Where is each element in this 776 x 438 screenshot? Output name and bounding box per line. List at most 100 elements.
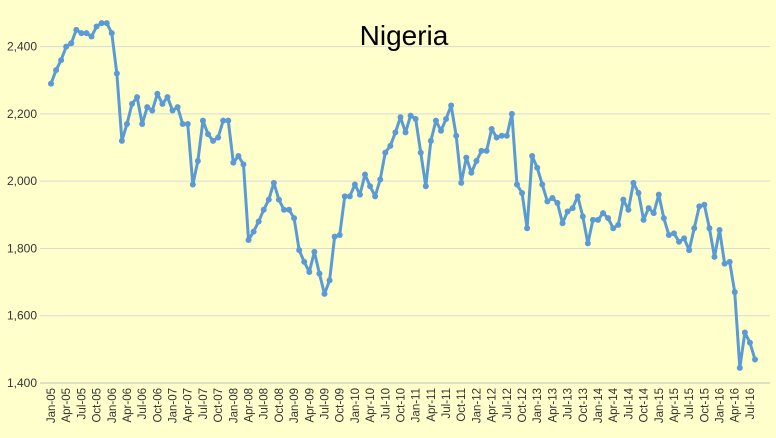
x-tick-label: Jan-14 bbox=[593, 387, 605, 423]
chart-title: Nigeria bbox=[360, 20, 449, 51]
data-point bbox=[534, 164, 541, 171]
y-tick-label: 2,400 bbox=[7, 40, 37, 54]
data-point bbox=[544, 198, 551, 205]
data-point bbox=[600, 210, 607, 217]
x-tick-label: Oct-10 bbox=[395, 388, 407, 423]
data-point bbox=[139, 121, 146, 127]
data-point bbox=[443, 115, 450, 122]
y-tick-label: 1,400 bbox=[7, 376, 37, 390]
data-point bbox=[215, 134, 222, 141]
x-tick-label: Oct-05 bbox=[92, 388, 104, 423]
data-point bbox=[701, 201, 708, 208]
data-point bbox=[427, 137, 434, 144]
data-point bbox=[686, 247, 693, 254]
x-tick-label: Apr-16 bbox=[730, 388, 742, 423]
data-point bbox=[179, 121, 186, 127]
data-point bbox=[589, 216, 596, 223]
x-tick-label: Apr-06 bbox=[122, 388, 134, 423]
data-point bbox=[250, 228, 257, 235]
data-point bbox=[68, 40, 75, 47]
data-point bbox=[129, 100, 136, 107]
data-point bbox=[245, 237, 252, 244]
data-point bbox=[397, 114, 404, 121]
data-point bbox=[159, 100, 166, 107]
y-tick-label: 2,200 bbox=[7, 107, 37, 121]
x-tick-label: Apr-09 bbox=[304, 388, 316, 423]
data-point bbox=[199, 117, 206, 124]
data-point bbox=[574, 193, 581, 200]
data-point bbox=[681, 235, 688, 242]
x-tick-label: Jan-09 bbox=[289, 388, 301, 423]
data-point bbox=[432, 117, 439, 124]
data-point bbox=[134, 94, 141, 101]
data-point bbox=[655, 191, 662, 198]
data-point bbox=[164, 94, 171, 101]
data-point bbox=[280, 206, 287, 213]
data-point bbox=[473, 158, 480, 164]
data-point bbox=[225, 117, 232, 124]
data-point bbox=[301, 258, 308, 265]
data-point bbox=[554, 200, 561, 207]
data-point bbox=[594, 216, 601, 223]
data-point bbox=[711, 253, 718, 260]
data-point bbox=[83, 30, 90, 37]
y-axis-ticks: 1,400 1,600 1,800 2,000 2,200 2,400 bbox=[7, 40, 37, 390]
data-point bbox=[78, 30, 85, 37]
x-tick-label: Apr-15 bbox=[669, 388, 681, 423]
x-tick-label: Jul-15 bbox=[684, 388, 696, 419]
data-point bbox=[296, 247, 303, 254]
data-point bbox=[488, 126, 495, 133]
data-point bbox=[255, 218, 262, 225]
data-point bbox=[275, 196, 282, 203]
x-tick-label: Jul-16 bbox=[745, 388, 757, 419]
data-point bbox=[448, 102, 455, 109]
data-point bbox=[316, 270, 323, 277]
data-point bbox=[382, 149, 389, 156]
data-point bbox=[341, 193, 348, 200]
data-point bbox=[625, 206, 632, 213]
data-point bbox=[569, 205, 576, 212]
x-tick-label: Apr-14 bbox=[608, 387, 620, 422]
data-point bbox=[311, 248, 318, 255]
data-point bbox=[103, 20, 110, 27]
data-point bbox=[670, 230, 677, 237]
x-tick-label: Jul-08 bbox=[259, 388, 271, 419]
data-point bbox=[417, 149, 424, 156]
data-point bbox=[48, 80, 54, 87]
data-point bbox=[194, 158, 201, 164]
x-tick-label: Oct-15 bbox=[699, 388, 711, 423]
data-point bbox=[392, 129, 399, 136]
data-point bbox=[407, 112, 414, 119]
x-tick-label: Oct-14 bbox=[639, 387, 651, 422]
y-tick-label: 2,000 bbox=[7, 174, 37, 188]
data-point bbox=[286, 206, 293, 213]
data-point bbox=[184, 121, 191, 127]
data-point bbox=[118, 137, 125, 144]
data-point bbox=[205, 131, 212, 138]
x-tick-label: Oct-12 bbox=[517, 388, 529, 423]
data-point bbox=[235, 152, 242, 159]
data-point bbox=[270, 179, 277, 186]
data-point bbox=[453, 132, 460, 139]
data-point bbox=[579, 213, 586, 220]
x-tick-label: Jan-15 bbox=[654, 388, 666, 423]
data-point bbox=[306, 269, 313, 275]
data-point bbox=[539, 181, 546, 188]
data-point bbox=[326, 277, 333, 284]
data-point bbox=[154, 90, 161, 97]
x-tick-label: Jan-16 bbox=[715, 388, 727, 423]
data-point bbox=[53, 67, 60, 74]
data-point bbox=[519, 189, 526, 196]
x-tick-label: Oct-11 bbox=[456, 388, 468, 422]
data-point bbox=[108, 30, 115, 37]
data-point bbox=[483, 147, 490, 154]
x-tick-label: Jan-12 bbox=[471, 388, 483, 423]
y-tick-label: 1,800 bbox=[7, 241, 37, 255]
data-point bbox=[731, 289, 738, 296]
data-point bbox=[321, 290, 328, 297]
data-point bbox=[498, 132, 505, 139]
data-point bbox=[189, 181, 196, 188]
data-point bbox=[437, 127, 444, 134]
